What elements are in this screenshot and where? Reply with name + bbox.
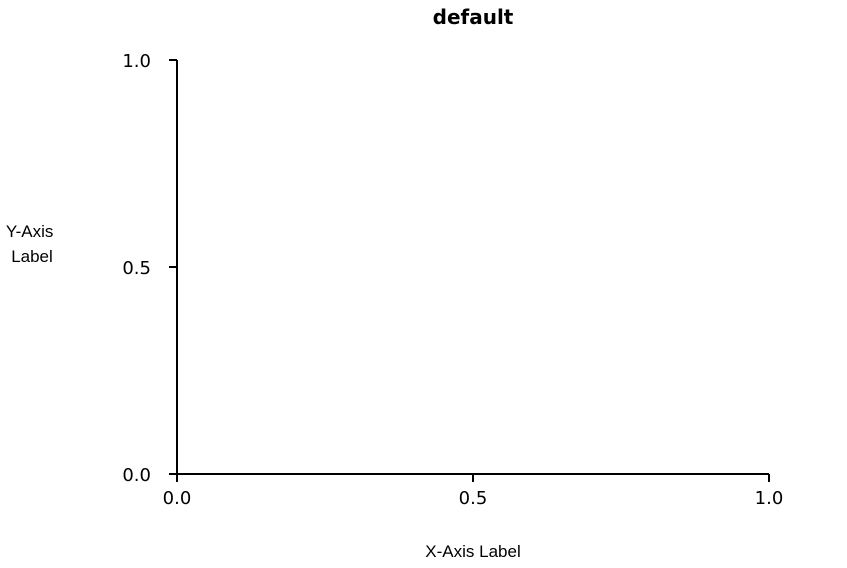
y-tick-label: 0.5: [122, 258, 151, 279]
x-tick-label: 1.0: [755, 488, 784, 509]
y-tick-label: 1.0: [122, 51, 151, 72]
x-tick-label: 0.0: [163, 488, 192, 509]
x-tick-label: 0.5: [459, 488, 488, 509]
x-axis-label: X-Axis Label: [425, 542, 520, 561]
y-axis-label-line-1: Y-Axis: [6, 222, 54, 241]
chart-title: default: [433, 5, 514, 29]
x-axis-ticks: 0.0 0.5 1.0: [163, 474, 784, 509]
y-axis-label-line-2: Label: [11, 247, 53, 266]
y-tick-label: 0.0: [122, 465, 151, 486]
y-axis-label: Y-Axis Label: [6, 222, 58, 266]
y-axis-ticks: 0.0 0.5 1.0: [122, 51, 177, 486]
